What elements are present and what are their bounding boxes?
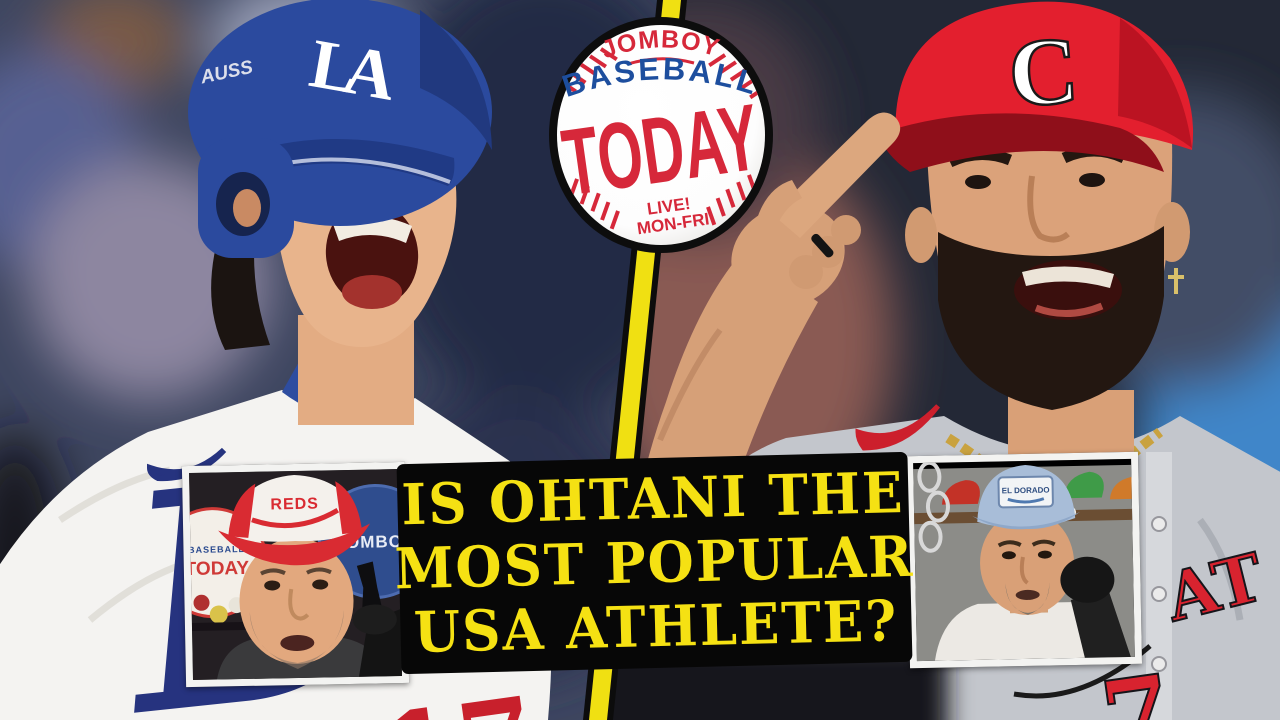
- figurine: [356, 561, 384, 618]
- sneaker-red: [941, 480, 980, 505]
- left-inset-art: BASEBALL TODAY JOMBOY R: [189, 469, 402, 680]
- reds-player-head: C: [878, 1, 1194, 476]
- host-face: [980, 510, 1075, 615]
- nike-swoosh-red-icon: [855, 404, 940, 451]
- black-ring: [811, 233, 834, 258]
- cross-earring: [1168, 268, 1184, 294]
- reds-cap-letter: C: [1005, 16, 1082, 128]
- ohtani-helmet: LA AUSS: [188, 0, 492, 258]
- hanging-chain: [917, 460, 950, 553]
- logo-live-schedule: LIVE! MON-FRI: [636, 194, 711, 238]
- mini-sign-today-text: TODAY: [189, 558, 250, 580]
- banner-line-3: USA ATHLETE?: [413, 588, 899, 666]
- reds-trucker-cap: REDS: [218, 475, 371, 566]
- el-dorado-cap: EL DORADO: [972, 464, 1081, 530]
- webcam-inset-right-host: EL DORADO: [905, 451, 1143, 669]
- mini-sign-baseball-text: BASEBALL: [189, 544, 245, 555]
- reds-cap: C: [878, 1, 1194, 172]
- right-inset-art: EL DORADO: [913, 458, 1135, 662]
- cap-patch-text: EL DORADO: [1002, 485, 1050, 495]
- webcam-inset-left-host: BASEBALL TODAY JOMBOY R: [181, 461, 410, 688]
- reds-cap-text: REDS: [270, 496, 319, 514]
- sneaker-orange: [1109, 476, 1132, 500]
- ohtani-head: LA AUSS: [188, 0, 492, 425]
- baseball-today-logo: JOMBOY BASEBALL TODAY LIVE! MON-FRI: [549, 17, 773, 253]
- title-banner: IS OHTANI THE MOST POPULAR USA ATHLETE?: [394, 451, 915, 675]
- sneaker-green: [1063, 471, 1104, 499]
- microphone: [1060, 556, 1131, 658]
